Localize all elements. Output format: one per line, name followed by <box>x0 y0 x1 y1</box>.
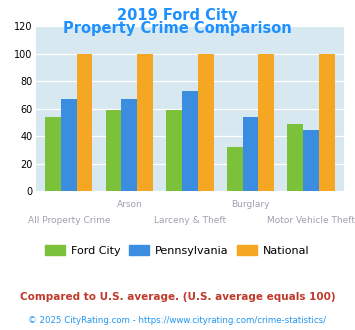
Bar <box>242 117 258 191</box>
Bar <box>227 148 242 191</box>
Bar <box>182 91 198 191</box>
Text: 2019 Ford City: 2019 Ford City <box>117 8 238 23</box>
Text: © 2025 CityRating.com - https://www.cityrating.com/crime-statistics/: © 2025 CityRating.com - https://www.city… <box>28 316 327 325</box>
Bar <box>198 54 214 191</box>
Bar <box>288 124 303 191</box>
Text: Property Crime Comparison: Property Crime Comparison <box>63 21 292 36</box>
Bar <box>121 99 137 191</box>
Bar <box>137 54 153 191</box>
Text: Motor Vehicle Theft: Motor Vehicle Theft <box>267 216 355 225</box>
Bar <box>61 99 77 191</box>
Bar <box>258 54 274 191</box>
Text: Burglary: Burglary <box>231 200 270 209</box>
Bar <box>77 54 92 191</box>
Bar <box>166 110 182 191</box>
Bar <box>45 117 61 191</box>
Bar <box>303 130 319 191</box>
Text: Compared to U.S. average. (U.S. average equals 100): Compared to U.S. average. (U.S. average … <box>20 292 335 302</box>
Legend: Ford City, Pennsylvania, National: Ford City, Pennsylvania, National <box>41 240 314 260</box>
Text: Larceny & Theft: Larceny & Theft <box>154 216 226 225</box>
Bar <box>106 110 121 191</box>
Bar <box>319 54 335 191</box>
Text: Arson: Arson <box>116 200 142 209</box>
Text: All Property Crime: All Property Crime <box>28 216 110 225</box>
